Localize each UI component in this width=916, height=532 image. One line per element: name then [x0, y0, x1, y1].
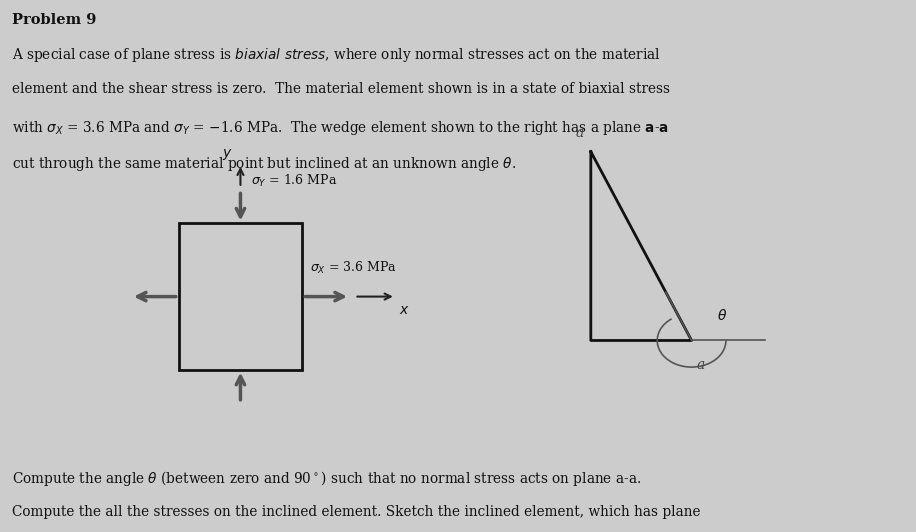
Text: cut through the same material point but inclined at an unknown angle $\theta$.: cut through the same material point but …	[12, 155, 516, 173]
Text: $x$: $x$	[399, 303, 410, 317]
Text: $\theta$: $\theta$	[717, 308, 727, 323]
Text: Problem 9: Problem 9	[12, 13, 96, 27]
Text: $\sigma_X$ = 3.6 MPa: $\sigma_X$ = 3.6 MPa	[310, 260, 397, 277]
Text: $y$: $y$	[223, 147, 233, 162]
Text: A special case of plane stress is $\it{biaxial\ stress}$, where only normal stre: A special case of plane stress is $\it{b…	[12, 46, 660, 64]
Text: element and the shear stress is zero.  The material element shown is in a state : element and the shear stress is zero. Th…	[12, 82, 670, 96]
Text: $\sigma_Y$ = 1.6 MPa: $\sigma_Y$ = 1.6 MPa	[251, 173, 338, 189]
Text: with $\sigma_X$ = 3.6 MPa and $\sigma_Y$ = $-$1.6 MPa.  The wedge element shown : with $\sigma_X$ = 3.6 MPa and $\sigma_Y$…	[12, 119, 669, 137]
Text: a: a	[575, 126, 584, 140]
Text: Compute the all the stresses on the inclined element. Sketch the inclined elemen: Compute the all the stresses on the incl…	[12, 505, 701, 519]
Text: Compute the angle $\theta$ (between zero and 90$^\circ$) such that no normal str: Compute the angle $\theta$ (between zero…	[12, 469, 641, 488]
Bar	[179, 223, 302, 370]
Text: a: a	[696, 358, 705, 371]
